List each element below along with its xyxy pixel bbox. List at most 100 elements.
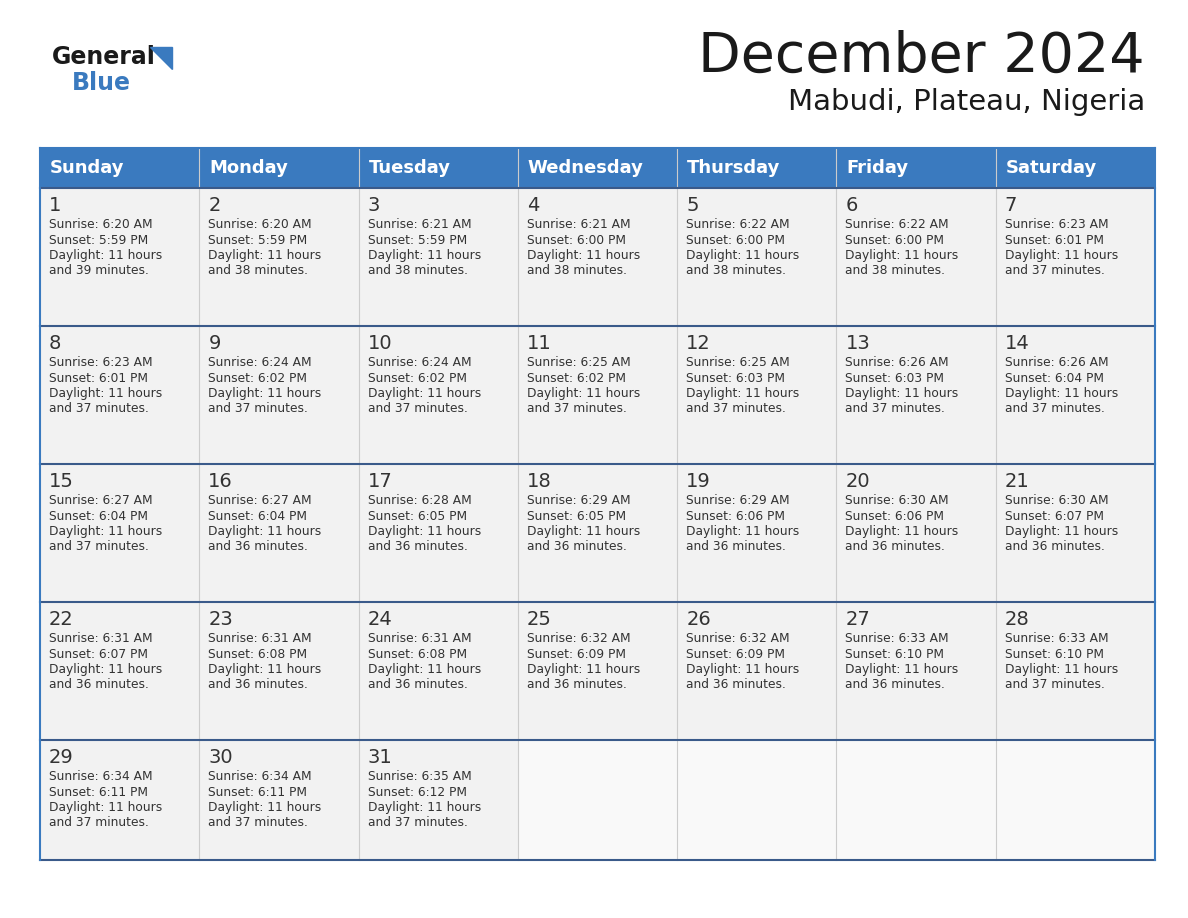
Text: 25: 25 — [526, 610, 551, 629]
Text: Sunrise: 6:31 AM: Sunrise: 6:31 AM — [208, 632, 312, 645]
Text: Sunrise: 6:26 AM: Sunrise: 6:26 AM — [1005, 356, 1108, 369]
Text: Sunrise: 6:28 AM: Sunrise: 6:28 AM — [367, 494, 472, 507]
Text: Sunrise: 6:27 AM: Sunrise: 6:27 AM — [49, 494, 152, 507]
Text: and 36 minutes.: and 36 minutes. — [526, 678, 627, 691]
Text: 27: 27 — [846, 610, 870, 629]
Text: and 36 minutes.: and 36 minutes. — [846, 678, 946, 691]
Text: 11: 11 — [526, 334, 551, 353]
Text: Daylight: 11 hours: Daylight: 11 hours — [846, 387, 959, 400]
Polygon shape — [150, 47, 172, 69]
Text: Sunset: 6:12 PM: Sunset: 6:12 PM — [367, 786, 467, 799]
Text: 9: 9 — [208, 334, 221, 353]
Text: and 37 minutes.: and 37 minutes. — [526, 402, 627, 416]
Text: Daylight: 11 hours: Daylight: 11 hours — [526, 249, 640, 262]
Text: Sunset: 6:09 PM: Sunset: 6:09 PM — [687, 647, 785, 660]
Text: Sunrise: 6:25 AM: Sunrise: 6:25 AM — [687, 356, 790, 369]
Text: Sunrise: 6:24 AM: Sunrise: 6:24 AM — [208, 356, 312, 369]
Text: Daylight: 11 hours: Daylight: 11 hours — [1005, 663, 1118, 676]
Bar — [677, 740, 836, 860]
Text: Daylight: 11 hours: Daylight: 11 hours — [208, 387, 322, 400]
Text: Daylight: 11 hours: Daylight: 11 hours — [49, 249, 163, 262]
Text: Sunday: Sunday — [50, 159, 125, 177]
Text: Sunrise: 6:20 AM: Sunrise: 6:20 AM — [208, 218, 312, 231]
Text: Sunrise: 6:23 AM: Sunrise: 6:23 AM — [1005, 218, 1108, 231]
Text: Daylight: 11 hours: Daylight: 11 hours — [49, 801, 163, 814]
Text: December 2024: December 2024 — [699, 30, 1145, 84]
Text: General: General — [52, 45, 156, 69]
Text: Daylight: 11 hours: Daylight: 11 hours — [687, 525, 800, 538]
Bar — [836, 464, 996, 602]
Text: Sunrise: 6:29 AM: Sunrise: 6:29 AM — [526, 494, 631, 507]
Text: 10: 10 — [367, 334, 392, 353]
Text: and 37 minutes.: and 37 minutes. — [208, 816, 308, 830]
Text: Sunrise: 6:21 AM: Sunrise: 6:21 AM — [526, 218, 631, 231]
Text: Thursday: Thursday — [687, 159, 781, 177]
Text: Sunset: 6:02 PM: Sunset: 6:02 PM — [208, 372, 308, 385]
Text: Tuesday: Tuesday — [368, 159, 450, 177]
Text: 7: 7 — [1005, 196, 1017, 215]
Text: Sunset: 6:11 PM: Sunset: 6:11 PM — [208, 786, 308, 799]
Text: Sunset: 6:04 PM: Sunset: 6:04 PM — [49, 509, 148, 522]
Text: 19: 19 — [687, 472, 710, 491]
Text: and 36 minutes.: and 36 minutes. — [687, 541, 786, 554]
Text: and 37 minutes.: and 37 minutes. — [367, 402, 467, 416]
Text: Sunrise: 6:31 AM: Sunrise: 6:31 AM — [49, 632, 152, 645]
Bar — [518, 326, 677, 464]
Text: Sunset: 6:02 PM: Sunset: 6:02 PM — [526, 372, 626, 385]
Text: Monday: Monday — [209, 159, 289, 177]
Text: Sunrise: 6:22 AM: Sunrise: 6:22 AM — [846, 218, 949, 231]
Text: Sunrise: 6:29 AM: Sunrise: 6:29 AM — [687, 494, 790, 507]
Text: Daylight: 11 hours: Daylight: 11 hours — [208, 525, 322, 538]
Bar — [836, 148, 996, 188]
Text: Sunset: 6:11 PM: Sunset: 6:11 PM — [49, 786, 148, 799]
Bar — [200, 464, 359, 602]
Bar — [359, 740, 518, 860]
Text: 14: 14 — [1005, 334, 1030, 353]
Bar — [200, 602, 359, 740]
Text: and 39 minutes.: and 39 minutes. — [49, 264, 148, 277]
Text: Sunrise: 6:27 AM: Sunrise: 6:27 AM — [208, 494, 312, 507]
Text: Daylight: 11 hours: Daylight: 11 hours — [1005, 525, 1118, 538]
Text: Daylight: 11 hours: Daylight: 11 hours — [208, 801, 322, 814]
Text: Daylight: 11 hours: Daylight: 11 hours — [687, 663, 800, 676]
Text: Daylight: 11 hours: Daylight: 11 hours — [367, 663, 481, 676]
Text: 4: 4 — [526, 196, 539, 215]
Text: Daylight: 11 hours: Daylight: 11 hours — [846, 249, 959, 262]
Text: Sunset: 6:01 PM: Sunset: 6:01 PM — [1005, 233, 1104, 247]
Bar — [836, 326, 996, 464]
Text: and 38 minutes.: and 38 minutes. — [526, 264, 627, 277]
Bar — [40, 326, 200, 464]
Text: Daylight: 11 hours: Daylight: 11 hours — [526, 525, 640, 538]
Text: Sunrise: 6:34 AM: Sunrise: 6:34 AM — [49, 770, 152, 783]
Text: 15: 15 — [49, 472, 74, 491]
Bar — [836, 740, 996, 860]
Text: and 37 minutes.: and 37 minutes. — [1005, 402, 1105, 416]
Text: and 36 minutes.: and 36 minutes. — [367, 541, 467, 554]
Text: Daylight: 11 hours: Daylight: 11 hours — [49, 387, 163, 400]
Text: Daylight: 11 hours: Daylight: 11 hours — [367, 387, 481, 400]
Text: Sunrise: 6:23 AM: Sunrise: 6:23 AM — [49, 356, 152, 369]
Text: Sunrise: 6:22 AM: Sunrise: 6:22 AM — [687, 218, 790, 231]
Bar — [677, 148, 836, 188]
Text: 20: 20 — [846, 472, 870, 491]
Text: Sunrise: 6:35 AM: Sunrise: 6:35 AM — [367, 770, 472, 783]
Bar — [677, 602, 836, 740]
Text: 23: 23 — [208, 610, 233, 629]
Bar — [200, 740, 359, 860]
Text: Sunrise: 6:30 AM: Sunrise: 6:30 AM — [846, 494, 949, 507]
Text: and 38 minutes.: and 38 minutes. — [687, 264, 786, 277]
Text: Sunset: 6:05 PM: Sunset: 6:05 PM — [526, 509, 626, 522]
Text: Sunrise: 6:26 AM: Sunrise: 6:26 AM — [846, 356, 949, 369]
Text: Sunset: 6:01 PM: Sunset: 6:01 PM — [49, 372, 148, 385]
Bar — [359, 188, 518, 326]
Text: Daylight: 11 hours: Daylight: 11 hours — [49, 663, 163, 676]
Bar — [677, 188, 836, 326]
Text: and 37 minutes.: and 37 minutes. — [49, 541, 148, 554]
Text: Sunrise: 6:33 AM: Sunrise: 6:33 AM — [1005, 632, 1108, 645]
Text: Sunrise: 6:34 AM: Sunrise: 6:34 AM — [208, 770, 312, 783]
Text: and 36 minutes.: and 36 minutes. — [208, 678, 308, 691]
Text: and 37 minutes.: and 37 minutes. — [49, 402, 148, 416]
Text: 17: 17 — [367, 472, 392, 491]
Bar — [996, 602, 1155, 740]
Text: 18: 18 — [526, 472, 551, 491]
